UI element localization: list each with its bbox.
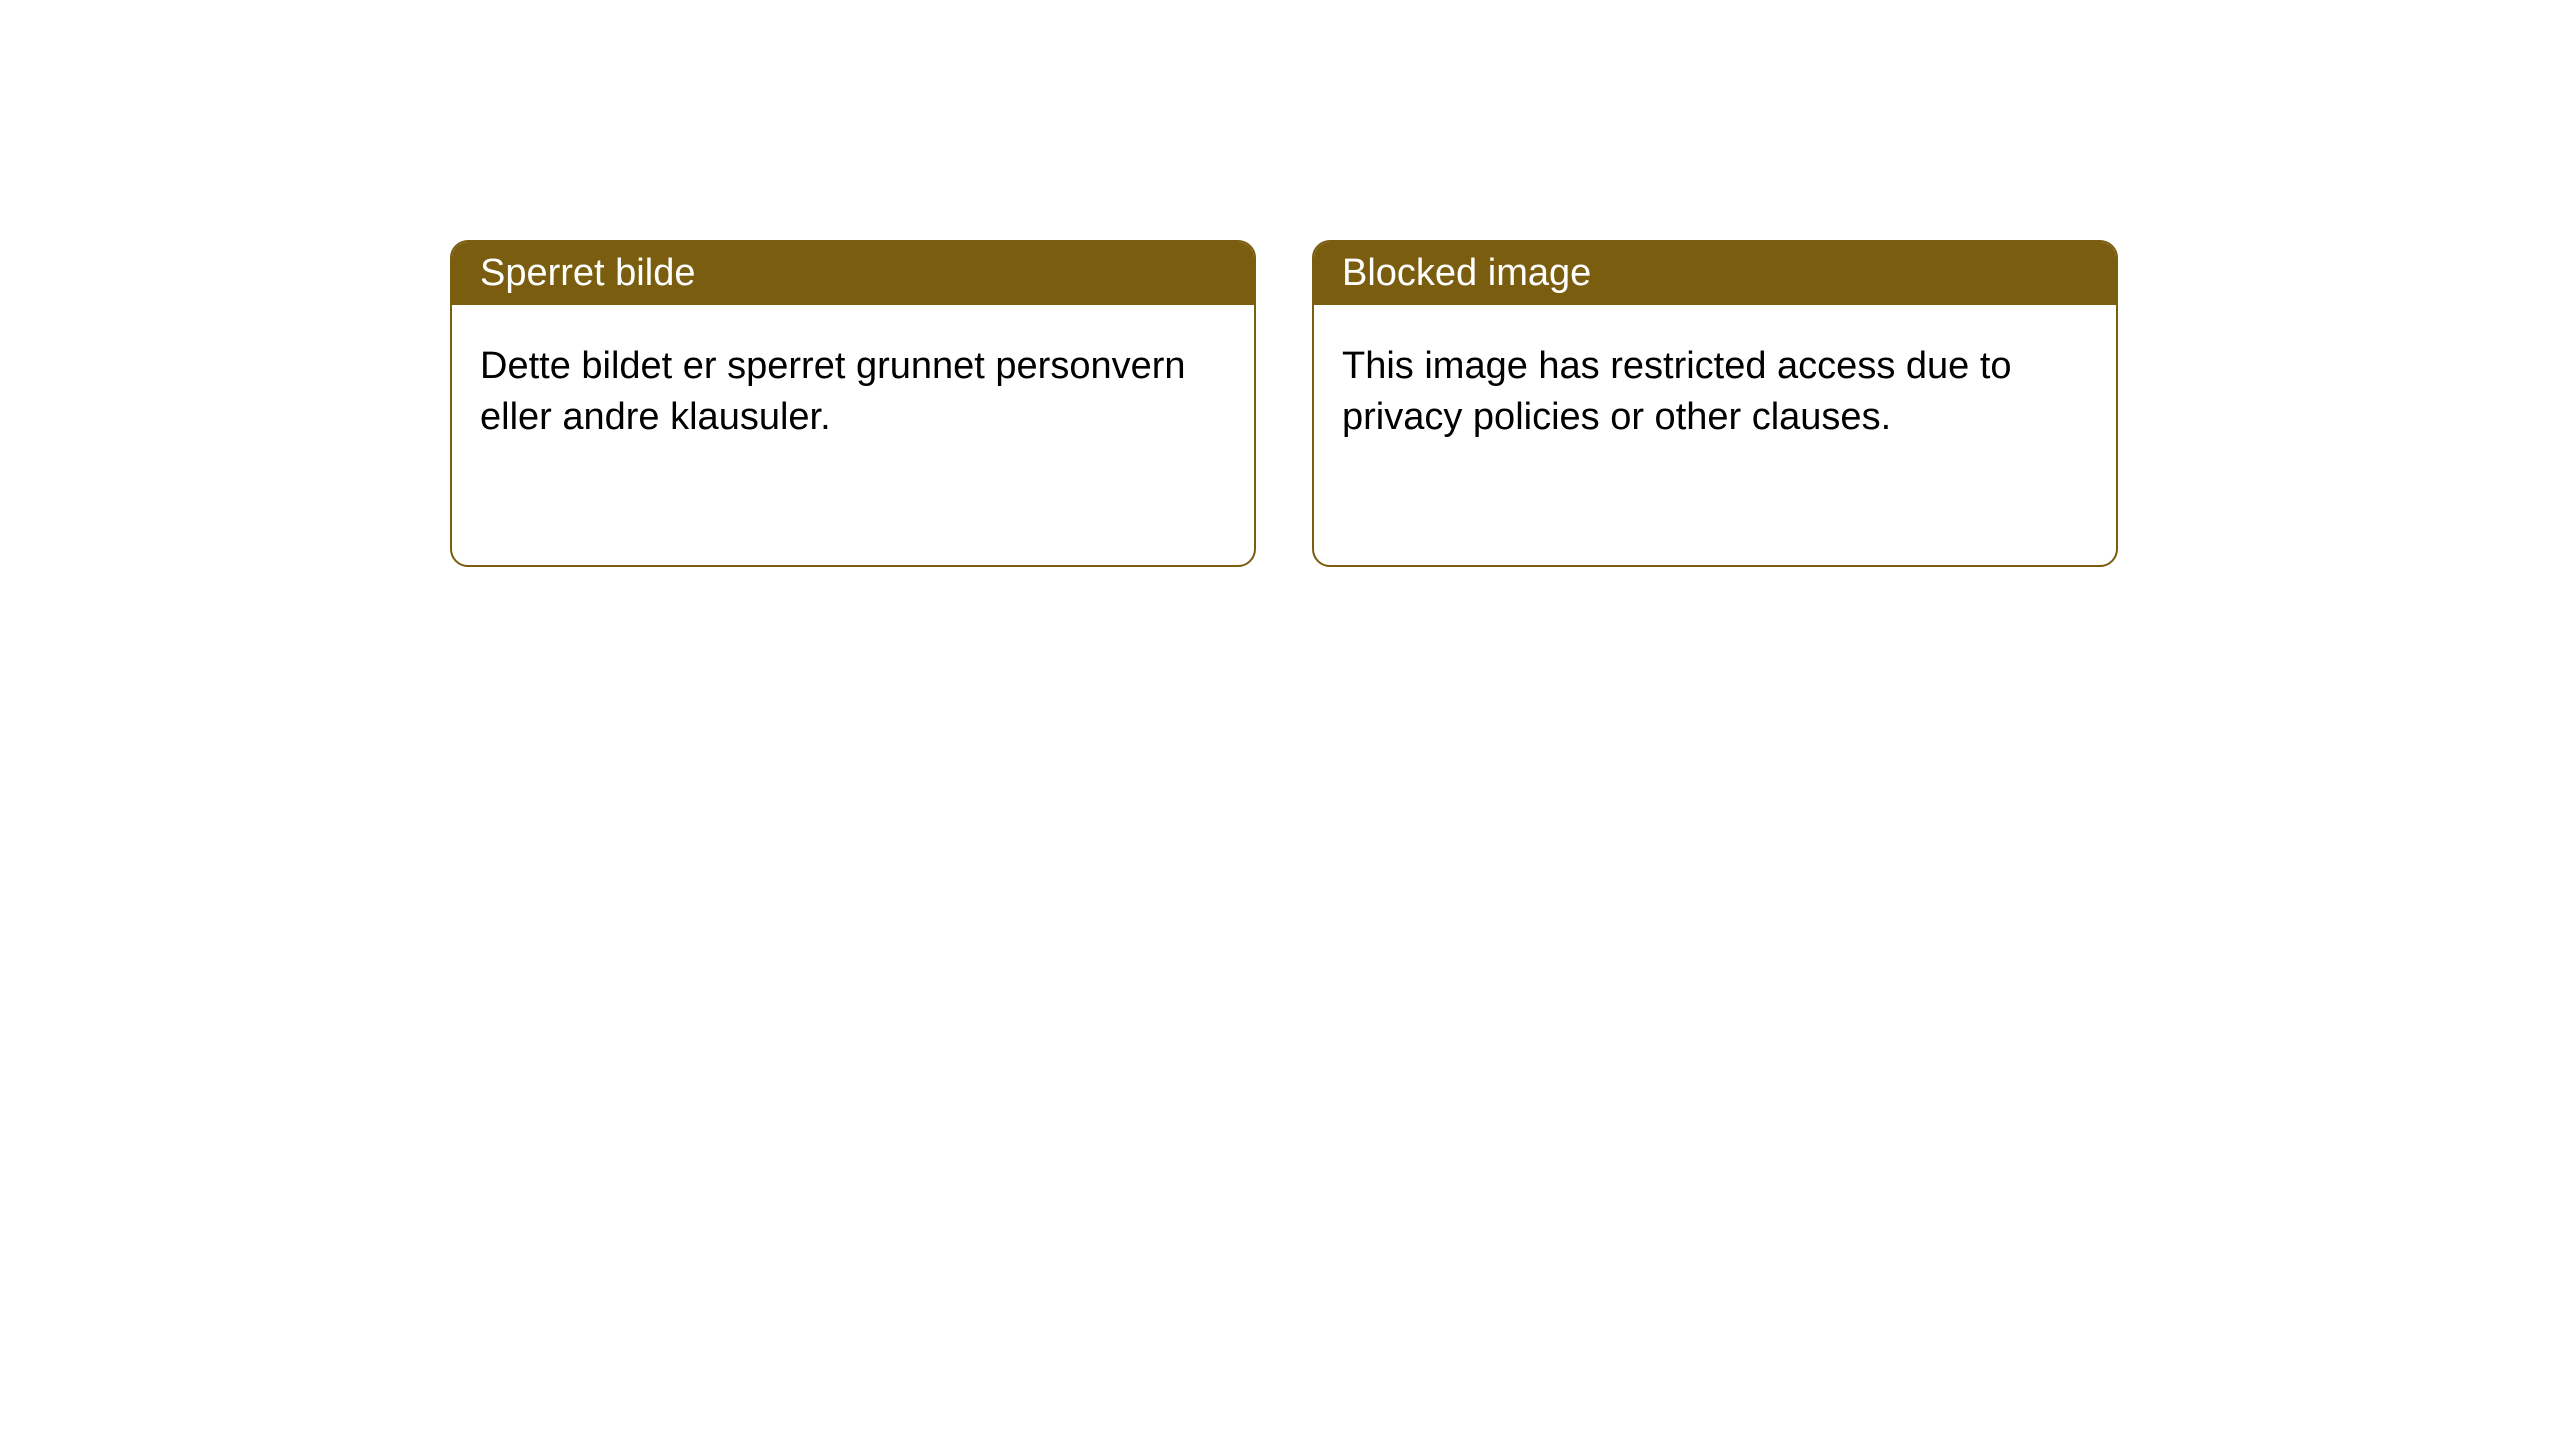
notice-body-english: This image has restricted access due to … <box>1314 305 2116 565</box>
notice-title-english: Blocked image <box>1314 242 2116 305</box>
notice-body-norwegian: Dette bildet er sperret grunnet personve… <box>452 305 1254 565</box>
notice-title-norwegian: Sperret bilde <box>452 242 1254 305</box>
notice-card-norwegian: Sperret bilde Dette bildet er sperret gr… <box>450 240 1256 567</box>
notice-container: Sperret bilde Dette bildet er sperret gr… <box>450 240 2118 567</box>
notice-card-english: Blocked image This image has restricted … <box>1312 240 2118 567</box>
